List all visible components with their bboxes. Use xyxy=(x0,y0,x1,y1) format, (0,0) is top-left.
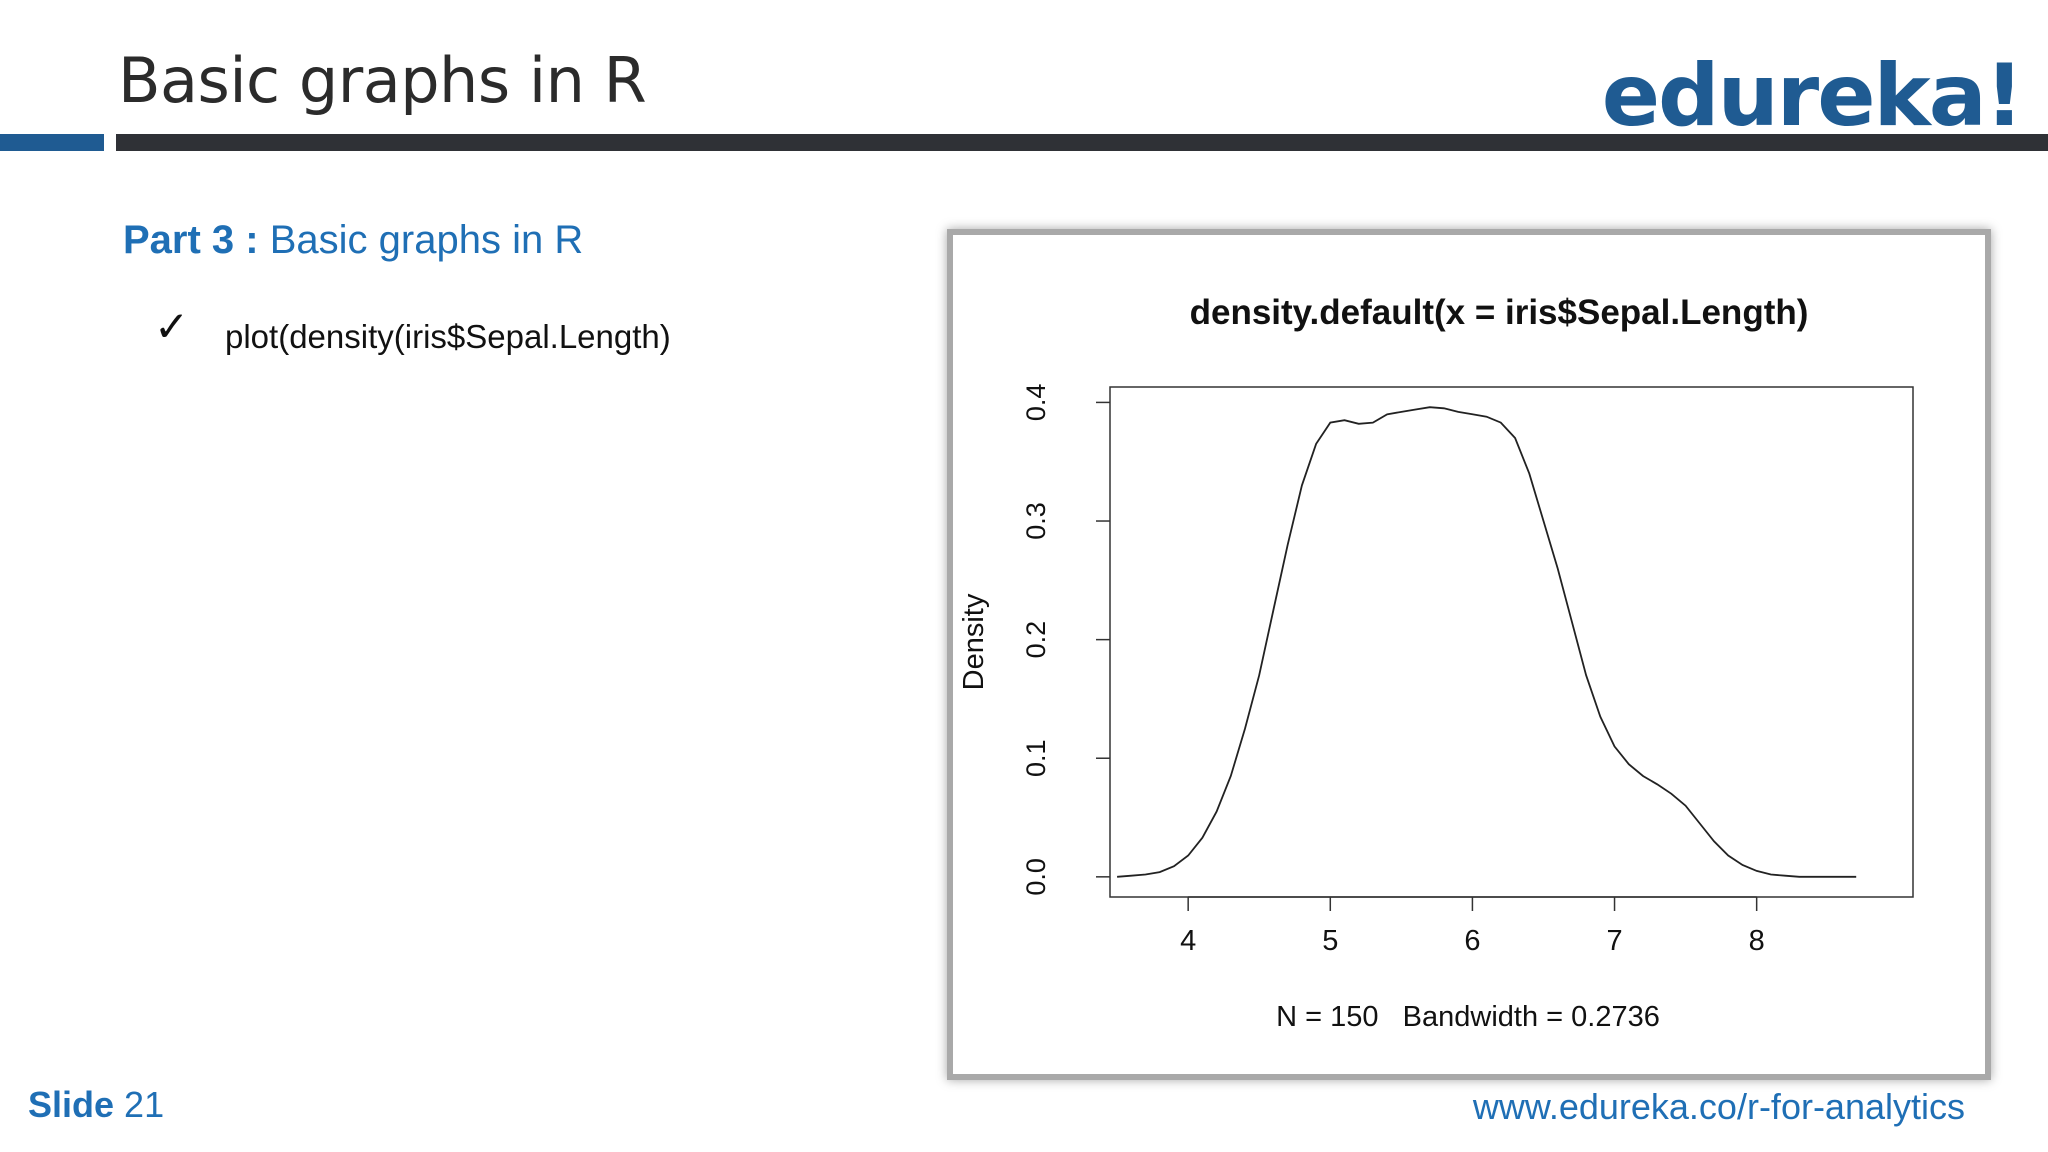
part-label: Part 3 : xyxy=(123,218,259,262)
x-axis-label: N = 150 Bandwidth = 0.2736 xyxy=(1276,1001,1660,1033)
y-tick-label: 0.2 xyxy=(1021,621,1051,659)
y-axis: 0.0 0.1 0.2 0.3 0.4 xyxy=(1021,384,1110,896)
part-heading: Part 3 : Basic graphs in R xyxy=(123,218,583,263)
bullet-code-text: plot(density(iris$Sepal.Length) xyxy=(225,318,671,355)
density-plot-frame: density.default(x = iris$Sepal.Length) 0… xyxy=(947,229,1991,1080)
x-tick-label: 6 xyxy=(1464,925,1480,957)
x-axis: 4 5 6 7 8 xyxy=(1180,896,1765,957)
slide-number-value: 21 xyxy=(124,1084,165,1125)
slide-number: Slide 21 xyxy=(28,1084,164,1126)
x-tick-label: 5 xyxy=(1322,925,1338,957)
x-tick-label: 7 xyxy=(1606,925,1622,957)
chart-title: density.default(x = iris$Sepal.Length) xyxy=(1190,293,1809,332)
y-tick-label: 0.4 xyxy=(1021,384,1051,422)
slide-title: Basic graphs in R xyxy=(118,44,647,117)
x-tick-label: 8 xyxy=(1749,925,1765,957)
checkmark-icon: ✓ xyxy=(154,302,190,351)
y-tick-label: 0.3 xyxy=(1021,502,1051,540)
density-plot: density.default(x = iris$Sepal.Length) 0… xyxy=(958,293,1914,1033)
slide-label: Slide xyxy=(28,1084,115,1125)
plot-box xyxy=(1109,386,1914,898)
y-axis-label: Density xyxy=(958,593,990,690)
header-rule xyxy=(116,134,2048,151)
y-tick-label: 0.1 xyxy=(1021,739,1051,777)
part-title: Basic graphs in R xyxy=(269,218,584,262)
y-tick-label: 0.0 xyxy=(1021,858,1051,896)
edureka-logo: edureka! xyxy=(1601,46,2024,146)
x-tick-label: 4 xyxy=(1180,925,1196,957)
density-curve xyxy=(1117,406,1857,878)
footer-url: www.edureka.co/r-for-analytics xyxy=(1472,1086,1965,1127)
header-accent-bar xyxy=(0,134,104,151)
